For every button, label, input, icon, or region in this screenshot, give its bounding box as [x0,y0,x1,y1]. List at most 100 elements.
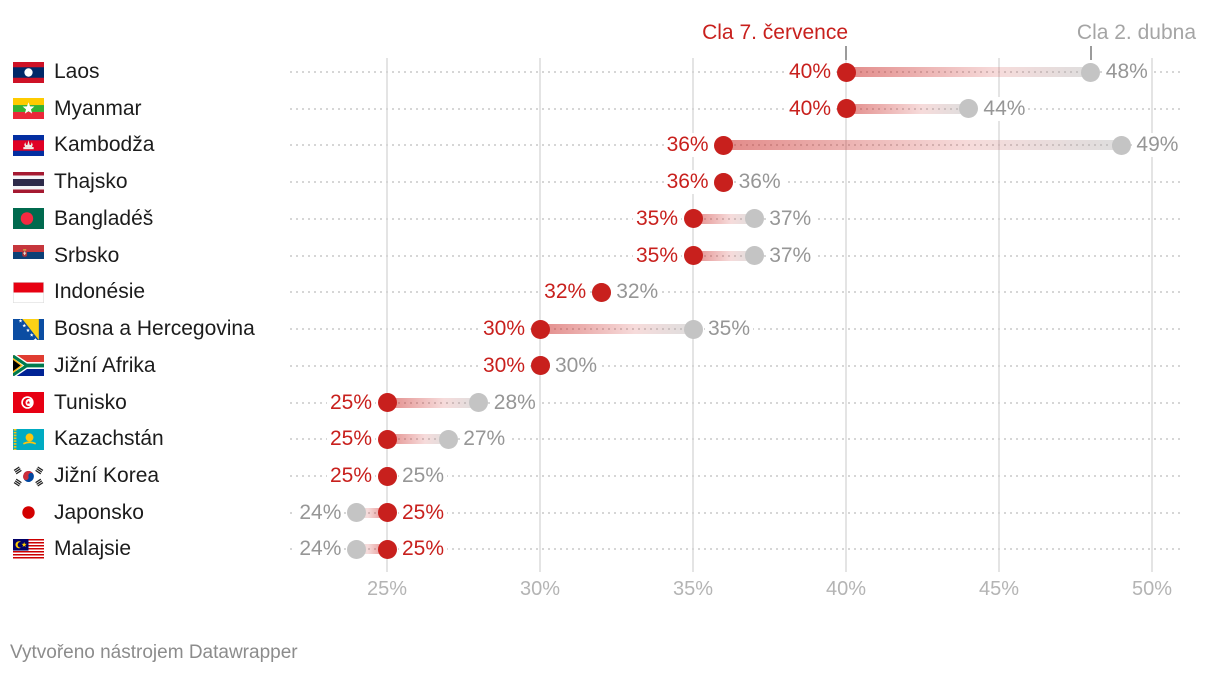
july-dot [714,172,734,192]
april-value-label: 32% [613,280,662,305]
july-dot [377,503,397,523]
july-value-label: 25% [399,537,448,562]
july-dot [714,135,734,155]
country-label-banglades: Bangladéš [54,206,154,230]
july-value-label: 25% [399,500,448,525]
july-value-label: 25% [326,390,375,415]
country-label-indonesie: Indonésie [54,280,146,304]
flag-thajsko-icon [13,171,44,193]
july-value-label: 30% [479,353,528,378]
flag-japonsko-icon [13,502,44,524]
flag-jizni-afrika-icon [13,355,44,377]
row-leader-line [290,475,1183,478]
country-label-kazachstan: Kazachstán [54,427,164,451]
row-leader-line [290,401,1183,404]
april-value-label: 30% [552,353,601,378]
legend-april-label: Cla 2. dubna [1076,21,1196,44]
april-value-label: 48% [1102,60,1151,84]
july-value-label: 25% [326,464,375,489]
april-value-label: 36% [735,170,784,195]
x-axis-tick-label: 50% [1131,578,1173,600]
flag-banglades-icon [13,208,44,230]
july-dot [836,62,856,82]
flag-bosna-a-hercegovina-icon [13,318,44,340]
range-bar [846,67,1091,77]
july-dot [683,246,703,266]
flag-kambodza-icon [13,134,44,156]
country-label-laos: Laos [54,60,100,83]
range-bar [356,507,387,518]
row-leader-line [290,438,1183,441]
flag-kazachstan-icon [13,428,44,450]
country-label-thajsko: Thajsko [54,170,128,194]
july-dot [683,209,703,229]
july-dot [377,393,397,413]
range-bar [846,103,969,114]
range-bar [356,544,387,555]
july-dot [530,319,550,339]
chart-credit: Vytvořeno nástrojem Datawrapper [10,642,298,663]
country-label-malajsie: Malajsie [54,537,132,561]
legend-july-label: Cla 7. července [702,21,848,44]
flag-srbsko-icon [13,245,44,267]
april-dot [683,319,703,339]
country-label-srbsko: Srbsko [54,243,120,267]
flag-jizni-korea-icon [13,465,44,487]
row-leader-line [290,511,1183,514]
april-value-label: 27% [460,427,509,452]
country-label-bosna-a-hercegovina: Bosna a Hercegovina [54,317,255,341]
country-label-tunisko: Tunisko [54,390,127,414]
row-leader-line [290,107,1183,110]
july-value-label: 35% [632,243,681,268]
april-dot [1081,62,1101,82]
april-dot [469,393,489,413]
july-dot [377,466,397,486]
range-bar [693,213,755,224]
flag-tunisko-icon [13,392,44,414]
april-value-label: 49% [1133,133,1182,158]
range-bar [387,434,449,445]
april-value-label: 44% [980,96,1029,121]
april-value-label: 37% [766,243,815,268]
flag-indonesie-icon [13,281,44,303]
x-axis-tick-label: 30% [519,578,561,600]
july-dot [377,429,397,449]
july-dot [591,282,611,302]
april-dot [346,503,366,523]
july-dot [377,539,397,559]
legend-april-tick [1089,46,1092,60]
flag-laos-icon [13,61,44,83]
april-dot [438,429,458,449]
x-gridline [998,58,1000,572]
april-dot [346,539,366,559]
july-value-label: 35% [632,206,681,231]
row-leader-line [290,291,1183,294]
flag-myanmar-icon [13,98,44,120]
row-leader-line [290,548,1183,551]
july-dot [530,356,550,376]
july-value-label: 25% [326,427,375,452]
x-axis-tick-label: 35% [672,578,714,600]
x-gridline [386,58,388,572]
x-axis-tick-label: 25% [366,578,408,600]
july-value-label: 30% [479,317,528,342]
april-value-label: 24% [296,500,345,525]
july-dot [836,99,856,119]
country-label-jizni-korea: Jižní Korea [54,464,160,488]
country-label-japonsko: Japonsko [54,500,144,524]
july-value-label: 36% [663,133,712,158]
x-axis-tick-label: 40% [825,578,867,600]
april-value-label: 35% [705,317,754,342]
april-value-label: 37% [766,206,815,231]
x-gridline [845,58,847,572]
country-label-jizni-afrika: Jižní Afrika [54,353,156,377]
row-leader-line [290,364,1183,367]
country-label-kambodza: Kambodža [54,133,155,157]
april-dot [744,209,764,229]
x-gridline [692,58,694,572]
july-value-label: 32% [541,280,590,305]
april-value-label: 28% [490,390,539,415]
april-dot [958,99,978,119]
legend-july-tick [845,46,847,60]
range-bar [693,250,755,261]
